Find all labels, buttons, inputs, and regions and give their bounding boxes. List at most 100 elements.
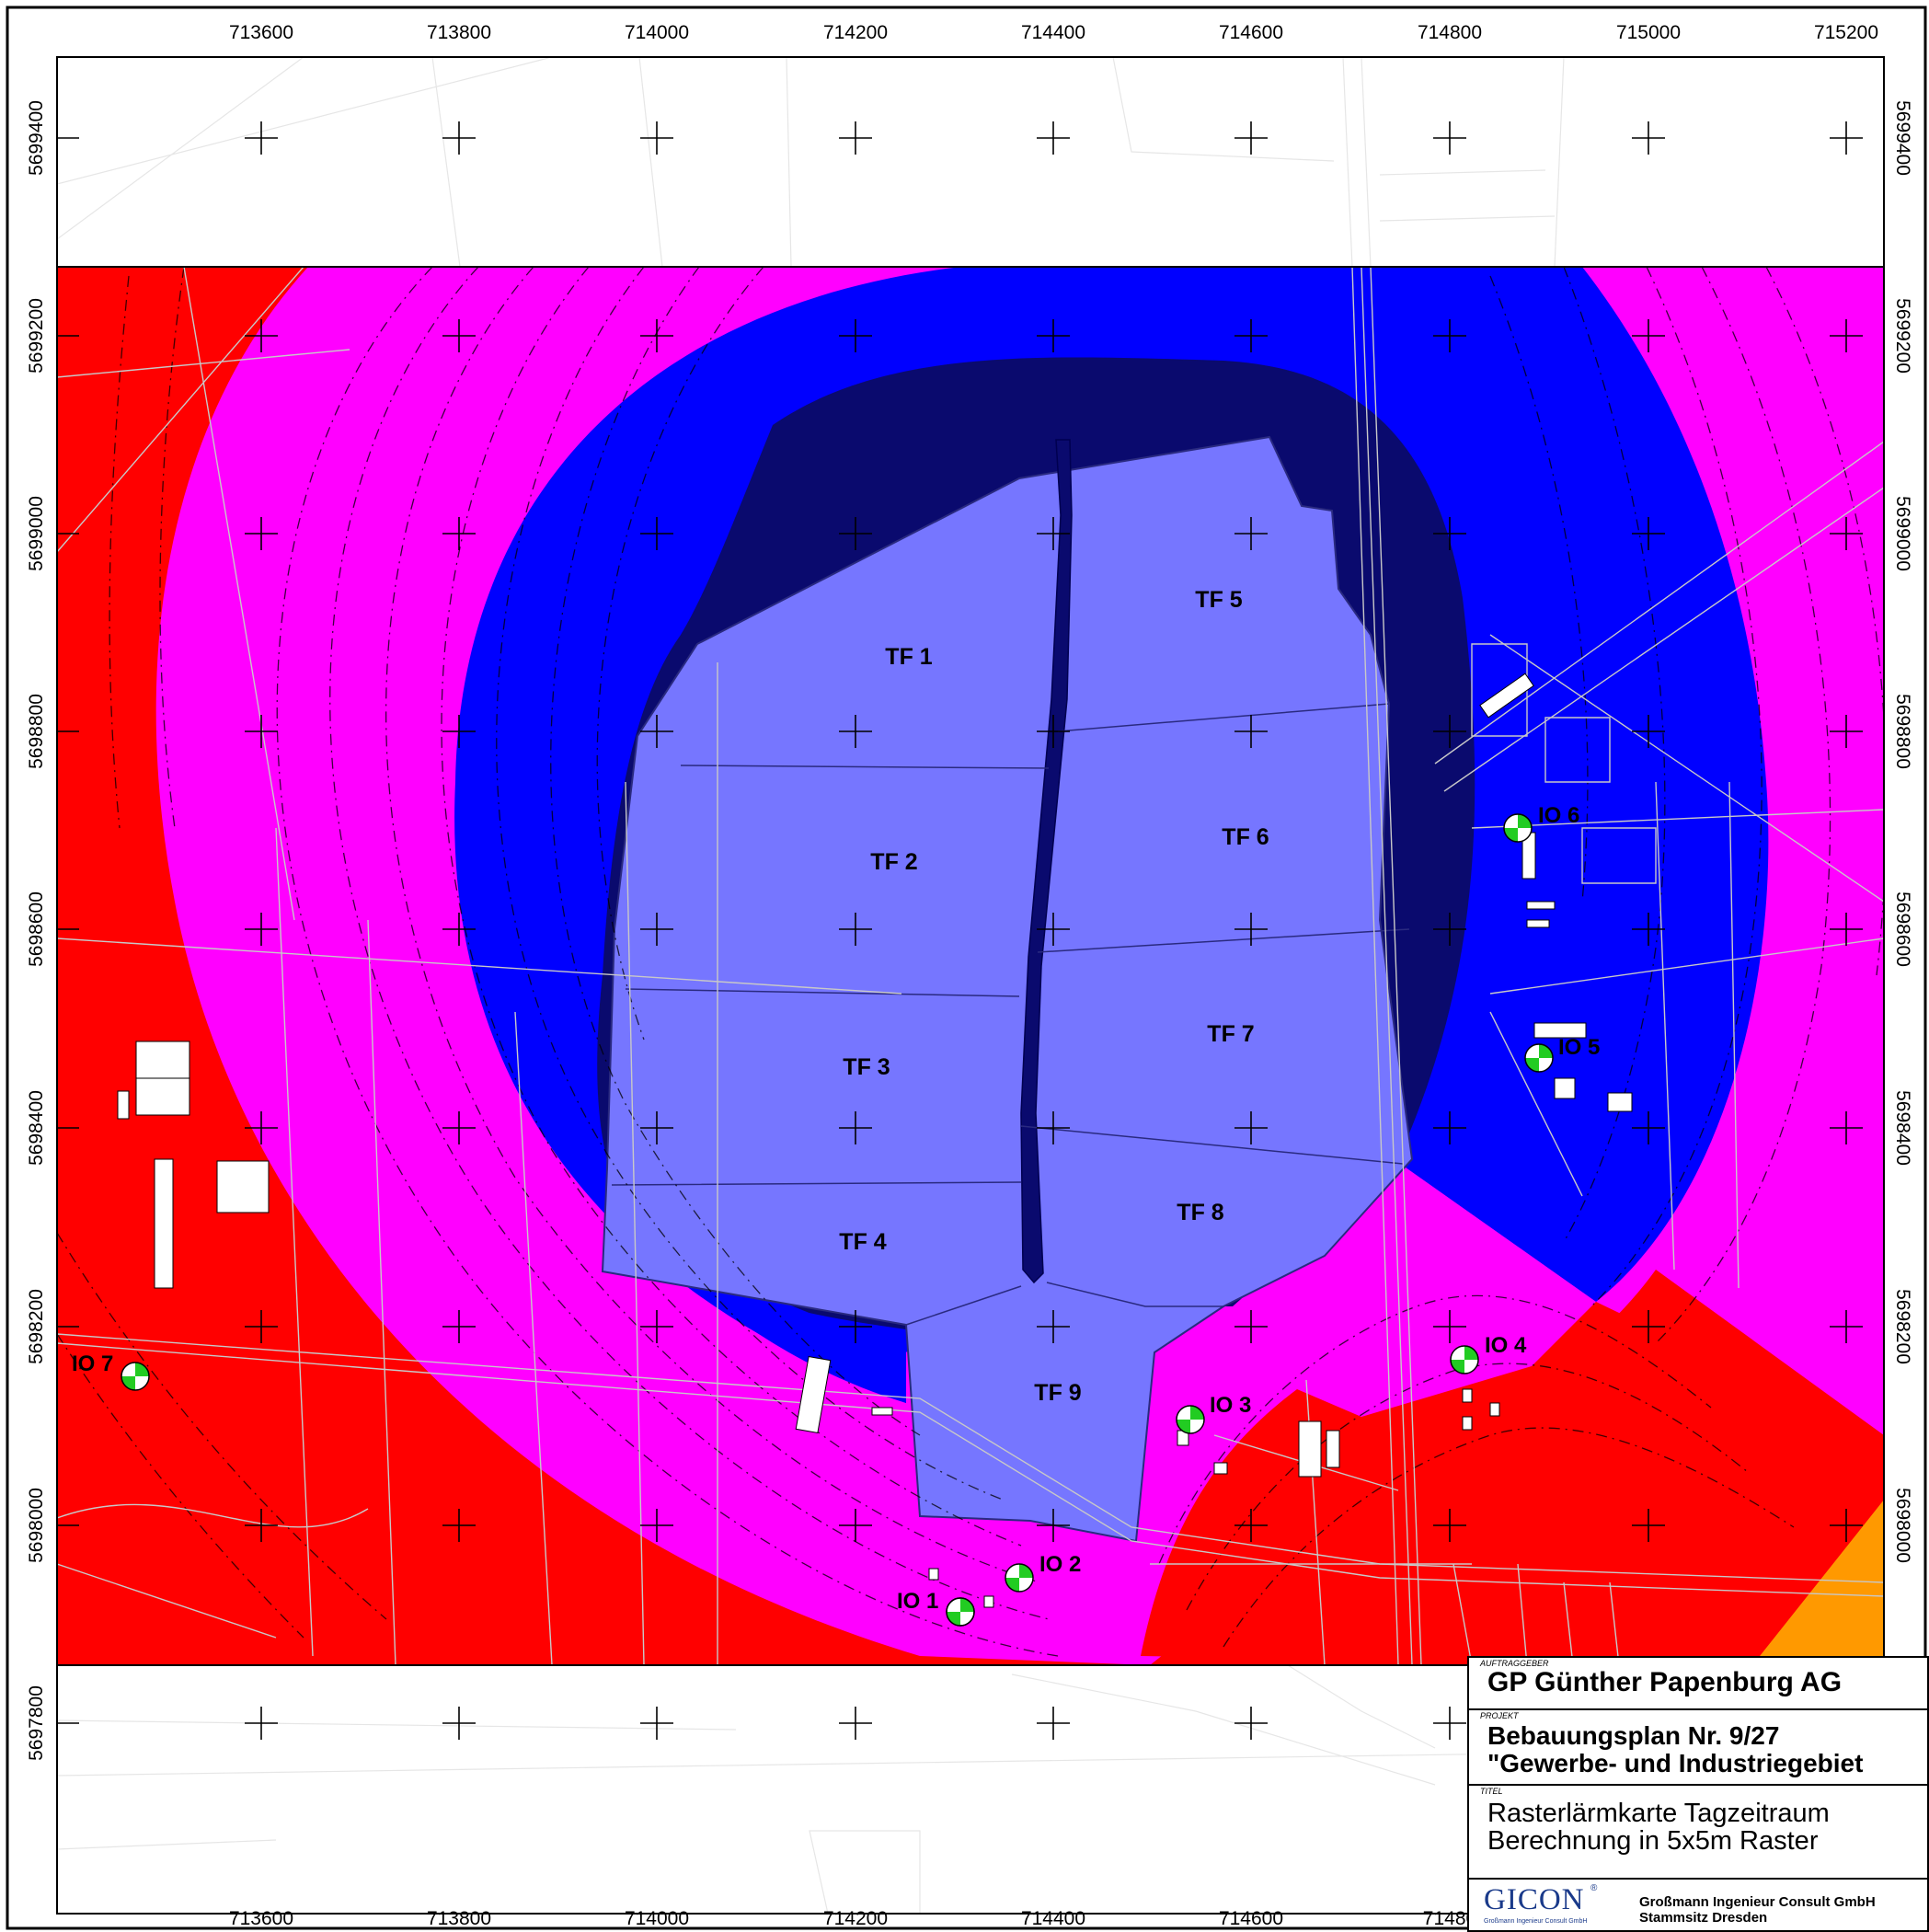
x-tick-label: 714400 xyxy=(1021,1908,1085,1929)
building xyxy=(117,1090,130,1120)
grid-cross xyxy=(640,1310,673,1343)
tf-label: TF 8 xyxy=(1177,1200,1223,1225)
grid-cross xyxy=(1632,319,1665,352)
client-name: GP Günther Papenburg AG xyxy=(1487,1667,1843,1697)
x-tick-label: 715000 xyxy=(1616,22,1681,43)
y-tick-label: 5698400 xyxy=(1892,1090,1913,1166)
x-tick-label: 714200 xyxy=(823,22,888,43)
grid-cross xyxy=(1433,121,1466,155)
grid-cross xyxy=(442,121,476,155)
client-caption: AUFTRAGGEBER xyxy=(1480,1659,1549,1668)
logo-registered: ® xyxy=(1590,1883,1598,1893)
grid-cross xyxy=(1234,121,1268,155)
building xyxy=(1489,1402,1500,1417)
building xyxy=(871,1407,893,1416)
grid-cross xyxy=(1433,1509,1466,1542)
y-tick-label: 5698000 xyxy=(26,1488,47,1563)
io-4-marker xyxy=(1450,1345,1479,1374)
building xyxy=(1298,1420,1322,1478)
grid-cross xyxy=(245,913,278,946)
grid-cross xyxy=(839,913,872,946)
grid-cross xyxy=(245,1509,278,1542)
building xyxy=(1479,673,1534,719)
grid-cross xyxy=(1830,1310,1863,1343)
site-polygon xyxy=(601,435,1414,1543)
grid-cross xyxy=(1830,121,1863,155)
grid-cross xyxy=(442,715,476,748)
grid-cross xyxy=(1433,1707,1466,1740)
x-tick-label: 714600 xyxy=(1219,22,1283,43)
io-label: IO 5 xyxy=(1558,1035,1600,1060)
grid-cross xyxy=(839,715,872,748)
y-tick-label: 5698200 xyxy=(1892,1289,1913,1364)
grid-cross xyxy=(245,517,278,550)
buildings xyxy=(117,673,1633,1608)
axis-left: 5699400 5699200 5699000 5698800 5698600 56984… xyxy=(26,100,47,1761)
logo-subtitle: Großmann Ingenieur Consult GmbH xyxy=(1484,1918,1588,1925)
io-2-marker xyxy=(1005,1563,1034,1593)
x-tick-label: 714000 xyxy=(625,22,689,43)
grid-cross xyxy=(1433,913,1466,946)
io-6-marker xyxy=(1503,813,1533,843)
building xyxy=(983,1595,994,1608)
grid-cross xyxy=(1037,319,1070,352)
grid-cross xyxy=(1234,1310,1268,1343)
grid-cross xyxy=(245,1111,278,1144)
y-tick-label: 5699000 xyxy=(26,496,47,571)
y-tick-label: 5698800 xyxy=(26,694,47,769)
title-caption: TITEL xyxy=(1480,1787,1503,1796)
grid-cross xyxy=(1433,1310,1466,1343)
tf-label: TF 2 xyxy=(870,849,917,875)
io-label: IO 7 xyxy=(72,1351,113,1376)
company-section: GICON ® Großmann Ingenieur Consult GmbH … xyxy=(1469,1880,1927,1930)
grid-cross xyxy=(1830,715,1863,748)
y-tick-label: 5699000 xyxy=(1892,496,1913,571)
io-label: IO 3 xyxy=(1210,1393,1251,1418)
grid-cross xyxy=(1433,715,1466,748)
grid-cross xyxy=(1632,1310,1665,1343)
grid-cross xyxy=(1632,715,1665,748)
tf-label: TF 4 xyxy=(839,1229,886,1255)
grid-cross xyxy=(1234,715,1268,748)
tf-label: TF 1 xyxy=(885,644,932,670)
tf-label: TF 9 xyxy=(1034,1380,1081,1406)
project-line-2: "Gewerbe- und Industriegebiet xyxy=(1487,1749,1864,1777)
grid-cross xyxy=(839,1111,872,1144)
building xyxy=(1462,1416,1473,1431)
grid-cross xyxy=(640,913,673,946)
axis-right: 5699400 5699200 5699000 5698800 5698600 56984… xyxy=(1892,100,1913,1563)
grid-cross xyxy=(1830,1509,1863,1542)
title-line-2: Berechnung in 5x5m Raster xyxy=(1487,1826,1819,1856)
x-tick-label: 71480 xyxy=(1423,1908,1476,1929)
x-tick-label: 713600 xyxy=(229,22,293,43)
building xyxy=(1526,901,1556,910)
grid-cross xyxy=(1830,517,1863,550)
zone-blue-southwest-lobe xyxy=(603,1196,906,1403)
company-line-1: Großmann Ingenieur Consult GmbH xyxy=(1639,1894,1876,1910)
company-line-2: Stammsitz Dresden xyxy=(1639,1910,1768,1926)
building xyxy=(795,1355,832,1434)
grid-cross xyxy=(442,1111,476,1144)
grid-cross xyxy=(640,1509,673,1542)
y-tick-label: 5698600 xyxy=(1892,891,1913,967)
grid-cross xyxy=(1037,1707,1070,1740)
grid-cross xyxy=(442,1707,476,1740)
grid-cross xyxy=(839,319,872,352)
grid-cross xyxy=(1037,121,1070,155)
tf-label: TF 5 xyxy=(1195,587,1242,613)
grid-cross xyxy=(1632,1111,1665,1144)
project-caption: PROJEKT xyxy=(1480,1711,1519,1720)
y-tick-label: 5699400 xyxy=(26,100,47,176)
x-tick-label: 713600 xyxy=(229,1908,293,1929)
grid-cross xyxy=(1234,1111,1268,1144)
grid-cross xyxy=(245,121,278,155)
grid-cross xyxy=(245,1707,278,1740)
grid-cross xyxy=(442,913,476,946)
grid-cross xyxy=(1433,319,1466,352)
grid-cross xyxy=(839,1707,872,1740)
grid-cross xyxy=(640,715,673,748)
grid-cross xyxy=(1234,319,1268,352)
io-3-marker xyxy=(1176,1405,1205,1434)
building xyxy=(135,1077,190,1116)
